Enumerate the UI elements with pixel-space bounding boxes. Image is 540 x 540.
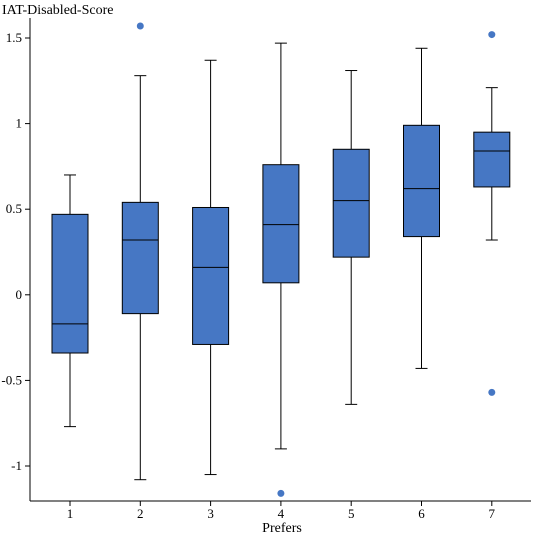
y-tick-label: 0 xyxy=(16,287,23,302)
iqr-box xyxy=(473,131,511,188)
outlier-point xyxy=(488,31,496,39)
iqr-box xyxy=(192,206,230,345)
x-tick-label: 5 xyxy=(348,506,355,521)
box-3 xyxy=(192,59,230,476)
iqr-box xyxy=(332,148,370,258)
x-tick-label: 7 xyxy=(489,506,496,521)
iqr-box xyxy=(262,164,300,284)
y-tick-label: -1 xyxy=(11,458,22,473)
y-tick-label: 1.5 xyxy=(6,30,22,45)
box-5 xyxy=(332,70,370,405)
box-2 xyxy=(121,22,159,481)
iqr-box xyxy=(121,201,159,315)
box-1 xyxy=(51,174,89,428)
box-series xyxy=(51,22,511,497)
box-7 xyxy=(473,31,511,396)
y-tick-label: 1 xyxy=(16,116,23,131)
y-tick-label: -0.5 xyxy=(1,372,22,387)
iqr-box xyxy=(403,124,440,238)
x-tick-label: 4 xyxy=(278,506,285,521)
x-tick-label: 1 xyxy=(67,506,74,521)
x-tick-label: 3 xyxy=(207,506,214,521)
outlier-point xyxy=(136,22,144,30)
y-tick-label: 0.5 xyxy=(6,201,22,216)
x-axis-ticks: 1 2 3 4 5 6 7 xyxy=(67,501,496,521)
x-tick-label: 6 xyxy=(418,506,425,521)
x-axis-title: Prefers xyxy=(262,521,302,536)
outlier-point xyxy=(488,388,496,396)
x-tick-label: 2 xyxy=(137,506,144,521)
y-axis-ticks: 1.5 1 0.5 0 -0.5 -1 xyxy=(1,30,30,473)
y-axis-title: IAT-Disabled-Score xyxy=(2,3,113,18)
box-4 xyxy=(262,42,300,497)
outlier-point xyxy=(277,489,285,497)
box-6 xyxy=(403,47,440,369)
iqr-box xyxy=(51,213,89,354)
